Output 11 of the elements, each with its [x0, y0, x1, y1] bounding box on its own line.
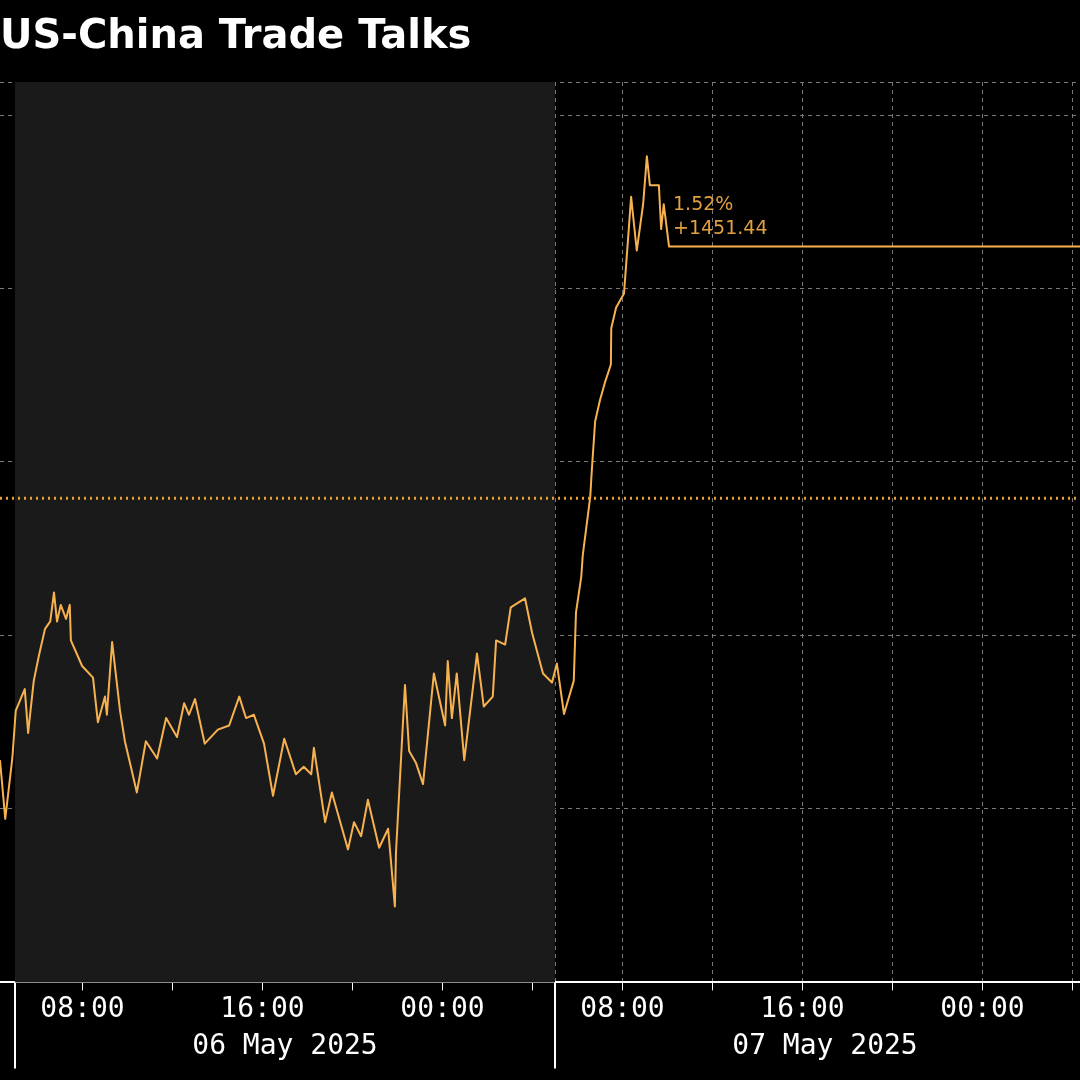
- x-tick-label: 16:00: [220, 991, 305, 1025]
- text: 07 May 2025: [732, 1027, 918, 1061]
- x-tick-label: 16:00: [760, 991, 845, 1025]
- x-tick-label: 00:00: [400, 991, 485, 1025]
- x-tick-label: 08:00: [580, 991, 665, 1025]
- chart-title: US-China Trade Talks: [0, 11, 472, 58]
- x-tick-label: 08:00: [40, 991, 125, 1025]
- annotation: +1451.44: [673, 215, 768, 238]
- x-tick-label: 00:00: [940, 991, 1025, 1025]
- annotation: 1.52%: [673, 191, 734, 214]
- text: 06 May 2025: [192, 1027, 378, 1061]
